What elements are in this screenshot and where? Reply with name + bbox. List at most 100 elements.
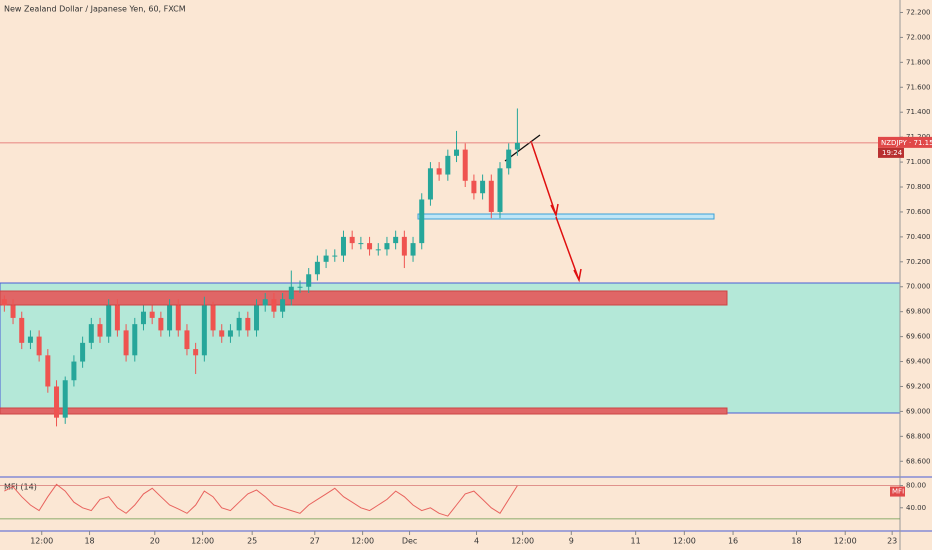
candle-body bbox=[201, 305, 207, 356]
candle-body bbox=[19, 317, 25, 343]
candle-body bbox=[140, 311, 146, 325]
candle-body bbox=[358, 243, 364, 245]
candle-body bbox=[454, 149, 460, 156]
candle-body bbox=[245, 317, 251, 331]
candle-body bbox=[445, 155, 451, 175]
countdown-label: 19:24 bbox=[882, 149, 903, 157]
candle-body bbox=[488, 180, 494, 212]
candle-body bbox=[323, 255, 329, 262]
x-tick-label: 20 bbox=[150, 537, 160, 546]
candle-body bbox=[80, 342, 86, 362]
candle-body bbox=[288, 286, 294, 300]
candle-body bbox=[401, 236, 407, 256]
y-tick-label: 70.600 bbox=[906, 208, 931, 216]
price-tag-label: NZDJPY · 71.154 bbox=[881, 139, 932, 147]
x-tick-label: 25 bbox=[247, 537, 257, 546]
candle-body bbox=[45, 355, 51, 387]
candle-body bbox=[254, 305, 260, 331]
x-tick-label: 27 bbox=[310, 537, 320, 546]
indicator-tag-label: MFI bbox=[892, 488, 904, 496]
candle-body bbox=[62, 380, 68, 418]
candle-body bbox=[36, 336, 42, 356]
arrows bbox=[530, 140, 582, 283]
y-tick-label: 69.200 bbox=[906, 382, 931, 390]
x-tick-label: 18 bbox=[791, 537, 801, 546]
candle-body bbox=[427, 168, 433, 200]
x-tick-label: 12:00 bbox=[673, 537, 696, 546]
candle-body bbox=[480, 180, 486, 194]
candle-body bbox=[462, 149, 468, 181]
candle-body bbox=[88, 324, 94, 343]
x-tick-label: 12:00 bbox=[834, 537, 857, 546]
candle-body bbox=[419, 199, 425, 244]
y-tick-label: 69.800 bbox=[906, 308, 931, 316]
y-tick-label: 80.00 bbox=[906, 482, 926, 490]
x-tick-label: Dec bbox=[402, 537, 417, 546]
y-tick-label: 40.00 bbox=[906, 504, 926, 512]
x-tick-label: 11 bbox=[631, 537, 641, 546]
candle-body bbox=[219, 330, 225, 337]
candle-body bbox=[297, 286, 303, 288]
y-tick-label: 70.800 bbox=[906, 183, 931, 191]
candle-body bbox=[314, 261, 320, 275]
candle-body bbox=[149, 311, 155, 318]
x-tick-label: 9 bbox=[569, 537, 574, 546]
candle-body bbox=[210, 305, 216, 331]
candle-body bbox=[175, 305, 181, 331]
mfi-line bbox=[4, 483, 518, 517]
candle-body bbox=[506, 149, 512, 169]
candle-body bbox=[514, 142, 520, 150]
candle-body bbox=[306, 274, 312, 287]
x-tick-label: 18 bbox=[84, 537, 94, 546]
candle-body bbox=[1, 299, 7, 306]
y-tick-label: 71.600 bbox=[906, 83, 931, 91]
candle-body bbox=[436, 168, 442, 175]
y-tick-label: 72.000 bbox=[906, 33, 931, 41]
candle-body bbox=[106, 305, 112, 337]
candle-body bbox=[280, 299, 286, 312]
candle-body bbox=[184, 330, 190, 350]
candle-body bbox=[349, 236, 355, 244]
x-tick-label: 12:00 bbox=[30, 537, 53, 546]
candle-body bbox=[132, 324, 138, 356]
indicator-title: MFI (14) bbox=[4, 483, 37, 492]
candle-body bbox=[236, 317, 242, 331]
candle-body bbox=[193, 349, 199, 356]
candle-body bbox=[227, 330, 233, 337]
candle-body bbox=[271, 299, 277, 312]
indicator-tag bbox=[890, 486, 905, 497]
candle-body bbox=[332, 255, 338, 257]
candle-body bbox=[123, 330, 129, 356]
x-tick-label: 23 bbox=[887, 537, 897, 546]
arrow bbox=[555, 216, 582, 283]
y-tick-label: 70.000 bbox=[906, 283, 931, 291]
x-tick-label: 12:00 bbox=[511, 537, 534, 546]
y-tick-label: 68.800 bbox=[906, 432, 931, 440]
x-tick-label: 4 bbox=[474, 537, 479, 546]
y-tick-label: 70.400 bbox=[906, 233, 931, 241]
candle-body bbox=[27, 336, 33, 343]
y-tick-label: 72.200 bbox=[906, 8, 931, 16]
candle-body bbox=[10, 305, 16, 318]
x-tick-label: 16 bbox=[728, 537, 738, 546]
candle-body bbox=[97, 324, 103, 337]
support-zone bbox=[0, 407, 728, 415]
y-tick-label: 69.000 bbox=[906, 407, 931, 415]
x-tick-label: 12:00 bbox=[351, 537, 374, 546]
price-tag bbox=[878, 136, 932, 148]
x-tick-label: 12:00 bbox=[191, 537, 214, 546]
countdown-tag bbox=[878, 147, 904, 158]
y-tick-label: 69.400 bbox=[906, 358, 931, 366]
y-tick-label: 69.600 bbox=[906, 333, 931, 341]
resistance-zone bbox=[0, 290, 728, 306]
candle-body bbox=[471, 180, 477, 194]
y-tick-label: 71.400 bbox=[906, 108, 931, 116]
candle-body bbox=[497, 168, 503, 212]
candle-body bbox=[384, 243, 390, 250]
candle-body bbox=[367, 243, 373, 250]
candle-body bbox=[158, 317, 164, 331]
chart-title: New Zealand Dollar / Japanese Yen, 60, F… bbox=[4, 5, 186, 14]
y-tick-label: 70.200 bbox=[906, 258, 931, 266]
